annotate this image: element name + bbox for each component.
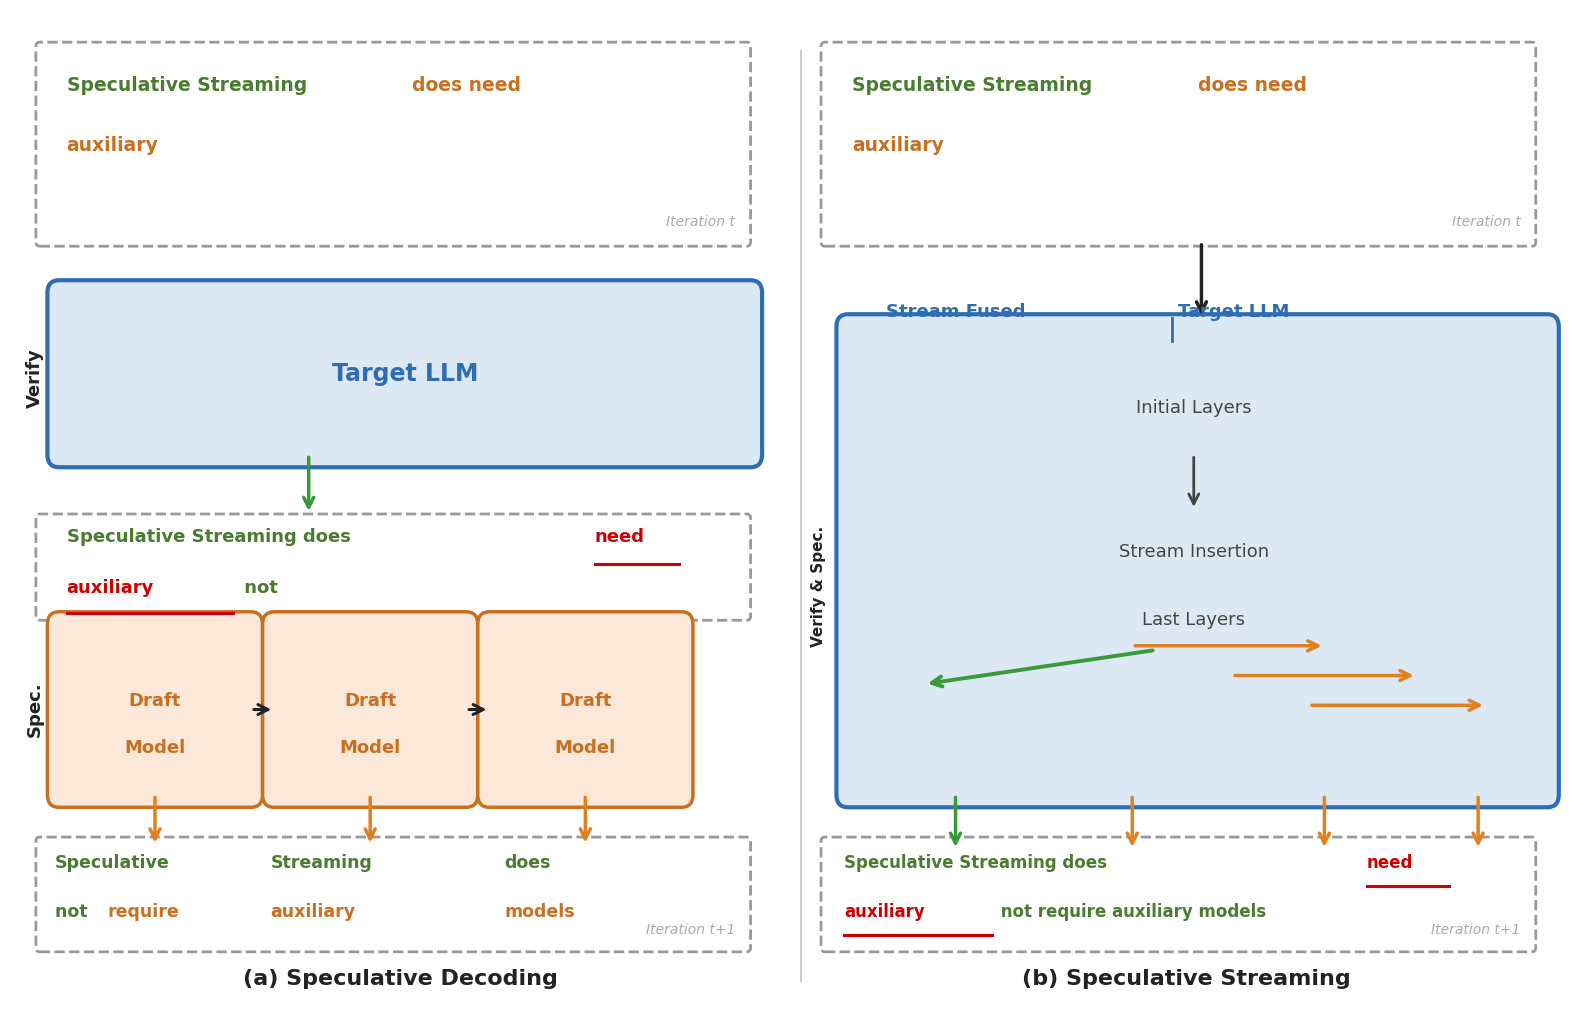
- Text: need: need: [595, 529, 644, 547]
- Text: Model: Model: [124, 739, 186, 757]
- Text: auxiliary: auxiliary: [67, 579, 154, 598]
- Text: Speculative Streaming: Speculative Streaming: [67, 76, 313, 95]
- Text: Speculative: Speculative: [56, 854, 170, 872]
- Text: not: not: [56, 903, 94, 921]
- Text: does need: does need: [1198, 76, 1306, 95]
- Text: Speculative Streaming does: Speculative Streaming does: [67, 529, 357, 547]
- Text: Last Layers: Last Layers: [1143, 612, 1246, 629]
- Text: Model: Model: [340, 739, 402, 757]
- Text: not require auxiliary models: not require auxiliary models: [995, 903, 1266, 921]
- Text: Model: Model: [555, 739, 616, 757]
- Text: need: need: [1366, 854, 1412, 872]
- Text: does need: does need: [413, 76, 522, 95]
- Text: (a) Speculative Decoding: (a) Speculative Decoding: [243, 969, 559, 989]
- Text: Iteration t+1: Iteration t+1: [646, 922, 735, 936]
- Text: Target LLM: Target LLM: [332, 362, 478, 386]
- Text: Speculative Streaming: Speculative Streaming: [852, 76, 1098, 95]
- FancyBboxPatch shape: [262, 612, 478, 808]
- Text: Streaming: Streaming: [270, 854, 371, 872]
- FancyBboxPatch shape: [48, 612, 262, 808]
- Text: Iteration t: Iteration t: [667, 215, 735, 229]
- Text: Initial Layers: Initial Layers: [1136, 398, 1252, 417]
- Text: Draft: Draft: [129, 693, 181, 710]
- Text: auxiliary: auxiliary: [270, 903, 355, 921]
- FancyBboxPatch shape: [836, 314, 1558, 808]
- Text: Verify: Verify: [25, 348, 44, 407]
- Text: Iteration t: Iteration t: [1452, 215, 1520, 229]
- Text: Stream Insertion: Stream Insertion: [1119, 543, 1270, 561]
- Text: Draft: Draft: [344, 693, 397, 710]
- Text: models: models: [505, 903, 576, 921]
- Text: not: not: [238, 579, 278, 598]
- Text: auxiliary: auxiliary: [67, 135, 159, 155]
- Text: Stream Fused: Stream Fused: [887, 303, 1032, 321]
- Text: require: require: [108, 903, 179, 921]
- Text: Iteration t+1: Iteration t+1: [1431, 922, 1520, 936]
- Text: Verify & Spec.: Verify & Spec.: [811, 526, 827, 647]
- Text: Target LLM: Target LLM: [1179, 303, 1290, 321]
- Text: auxiliary: auxiliary: [844, 903, 925, 921]
- FancyBboxPatch shape: [478, 612, 694, 808]
- Text: Speculative Streaming does: Speculative Streaming does: [844, 854, 1112, 872]
- FancyBboxPatch shape: [48, 280, 762, 467]
- Text: Draft: Draft: [559, 693, 611, 710]
- Text: auxiliary: auxiliary: [852, 135, 944, 155]
- Text: does: does: [505, 854, 551, 872]
- Text: (b) Speculative Streaming: (b) Speculative Streaming: [1022, 969, 1351, 989]
- Text: Spec.: Spec.: [25, 681, 44, 737]
